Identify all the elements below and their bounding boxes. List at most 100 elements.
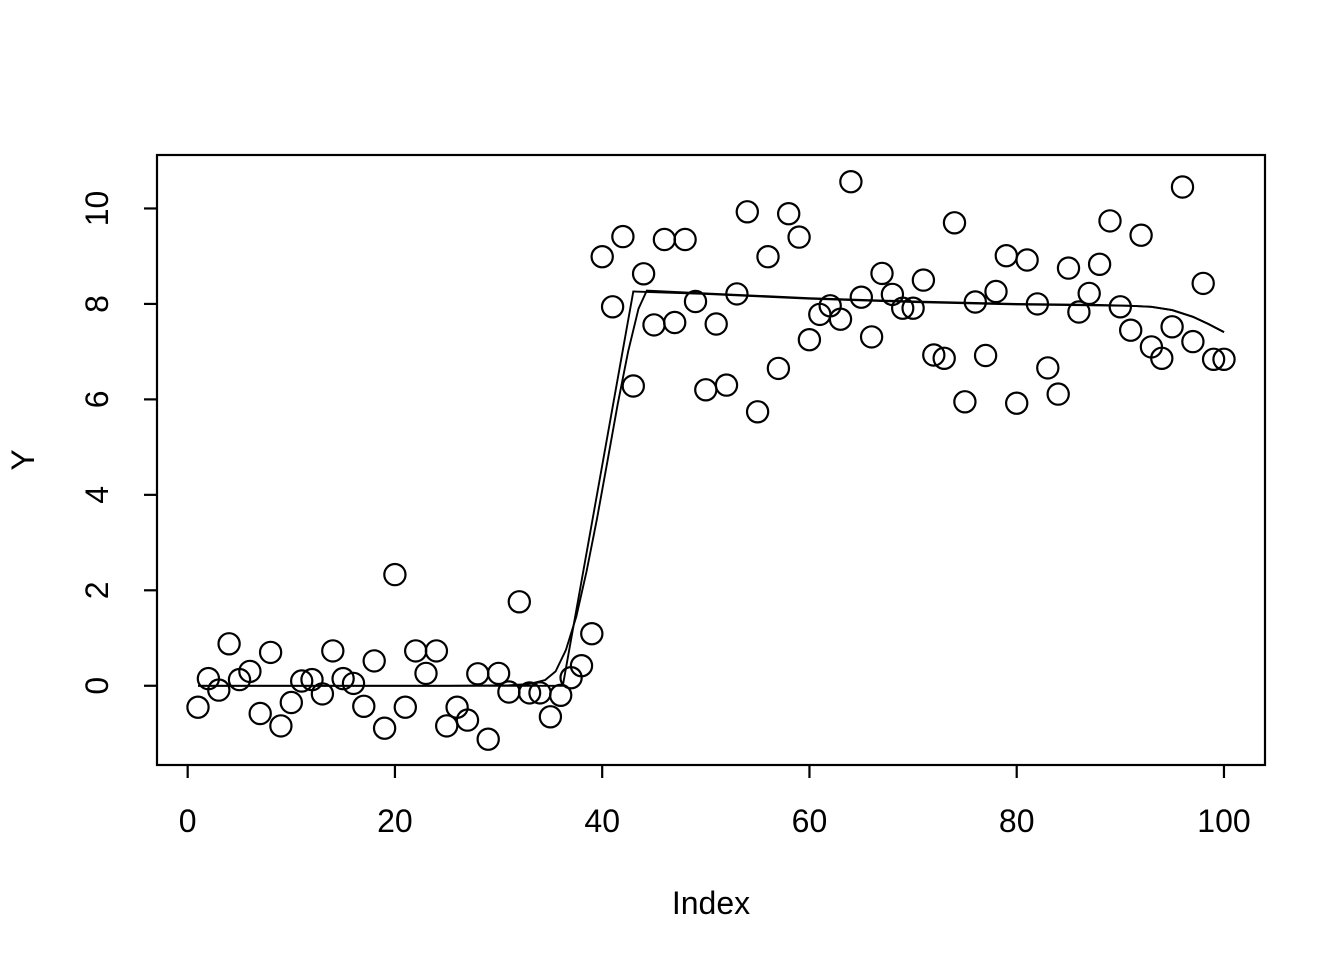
y-tick-label: 10 (79, 191, 115, 227)
data-point (1170, 175, 1195, 199)
data-point (1118, 318, 1143, 342)
data-point (787, 225, 811, 249)
data-point (507, 590, 531, 614)
data-point (984, 279, 1008, 304)
data-point (1201, 347, 1226, 371)
data-point (455, 708, 480, 732)
fit-line-smooth (198, 289, 1225, 687)
data-point (1098, 209, 1122, 233)
y-tick-label: 8 (79, 295, 115, 313)
data-point (476, 727, 500, 751)
y-tick-label: 2 (79, 581, 115, 599)
data-point (517, 681, 542, 705)
data-point (901, 296, 925, 320)
x-tick-label: 100 (1197, 803, 1250, 839)
data-point (331, 666, 355, 691)
data-point (735, 200, 760, 224)
x-axis: 0 20 40 60 80 100 (179, 765, 1251, 839)
data-point (414, 661, 438, 686)
data-point (466, 662, 490, 686)
x-tick-label: 20 (377, 803, 413, 839)
data-point (631, 262, 656, 286)
data-point (1212, 347, 1236, 371)
data-point (217, 632, 241, 656)
data-point (1150, 346, 1174, 370)
data-point (290, 669, 314, 693)
data-point (248, 701, 272, 726)
data-point (828, 307, 853, 331)
data-point (549, 683, 573, 708)
y-axis-title: Y (5, 449, 41, 470)
data-point (911, 268, 936, 292)
data-point (953, 390, 977, 414)
data-point (870, 261, 894, 286)
data-point (725, 282, 749, 306)
data-point (341, 671, 366, 696)
data-point (1160, 315, 1184, 339)
data-point (569, 654, 594, 678)
data-point (310, 682, 335, 706)
data-point (404, 639, 428, 663)
data-point (383, 562, 407, 587)
data-point (621, 374, 646, 398)
data-point (186, 695, 210, 719)
data-point (424, 639, 449, 663)
data-point (849, 285, 874, 309)
fit-lines (198, 289, 1225, 687)
x-tick-label: 40 (584, 803, 620, 839)
data-point (445, 695, 469, 719)
data-point (393, 695, 417, 719)
data-point (1015, 248, 1039, 272)
data-point (1087, 252, 1112, 276)
data-point (207, 678, 231, 702)
y-tick-label: 6 (79, 390, 115, 408)
scatter-points (186, 169, 1236, 751)
x-tick-label: 0 (179, 803, 197, 839)
data-point (942, 211, 967, 235)
data-point (1036, 356, 1060, 380)
data-point (1191, 271, 1215, 296)
y-axis: 0 2 4 6 8 10 (79, 191, 157, 695)
x-tick-label: 80 (999, 803, 1035, 839)
data-point (321, 639, 345, 663)
data-point (766, 356, 791, 381)
data-point (258, 640, 283, 665)
data-point (435, 714, 459, 738)
data-point (1181, 329, 1205, 354)
data-point (994, 243, 1019, 268)
data-point (663, 310, 687, 335)
data-point (756, 245, 780, 269)
y-tick-label: 4 (79, 486, 115, 504)
data-point (1077, 281, 1101, 306)
data-point (1129, 223, 1153, 247)
data-point (922, 343, 946, 367)
data-point (362, 649, 386, 673)
data-point (590, 245, 614, 269)
data-point (611, 224, 635, 249)
data-point (932, 346, 956, 370)
data-point (269, 714, 293, 738)
x-axis-title: Index (672, 885, 750, 921)
data-point (1025, 292, 1050, 316)
data-point (279, 690, 303, 715)
data-point (580, 622, 604, 646)
data-point (797, 328, 822, 352)
data-point (642, 313, 666, 337)
plot-box (155, 153, 1267, 767)
data-point (704, 312, 728, 336)
data-point (600, 295, 625, 319)
data-point (1046, 382, 1070, 406)
y-tick-label: 0 (79, 677, 115, 695)
data-point (745, 400, 770, 424)
data-point (352, 694, 376, 719)
data-point (538, 705, 563, 729)
data-point (683, 289, 708, 314)
data-point (673, 227, 697, 252)
data-point (1108, 295, 1133, 319)
data-point (973, 343, 998, 368)
data-point (839, 169, 863, 194)
data-point (694, 378, 718, 402)
data-point (891, 296, 915, 320)
